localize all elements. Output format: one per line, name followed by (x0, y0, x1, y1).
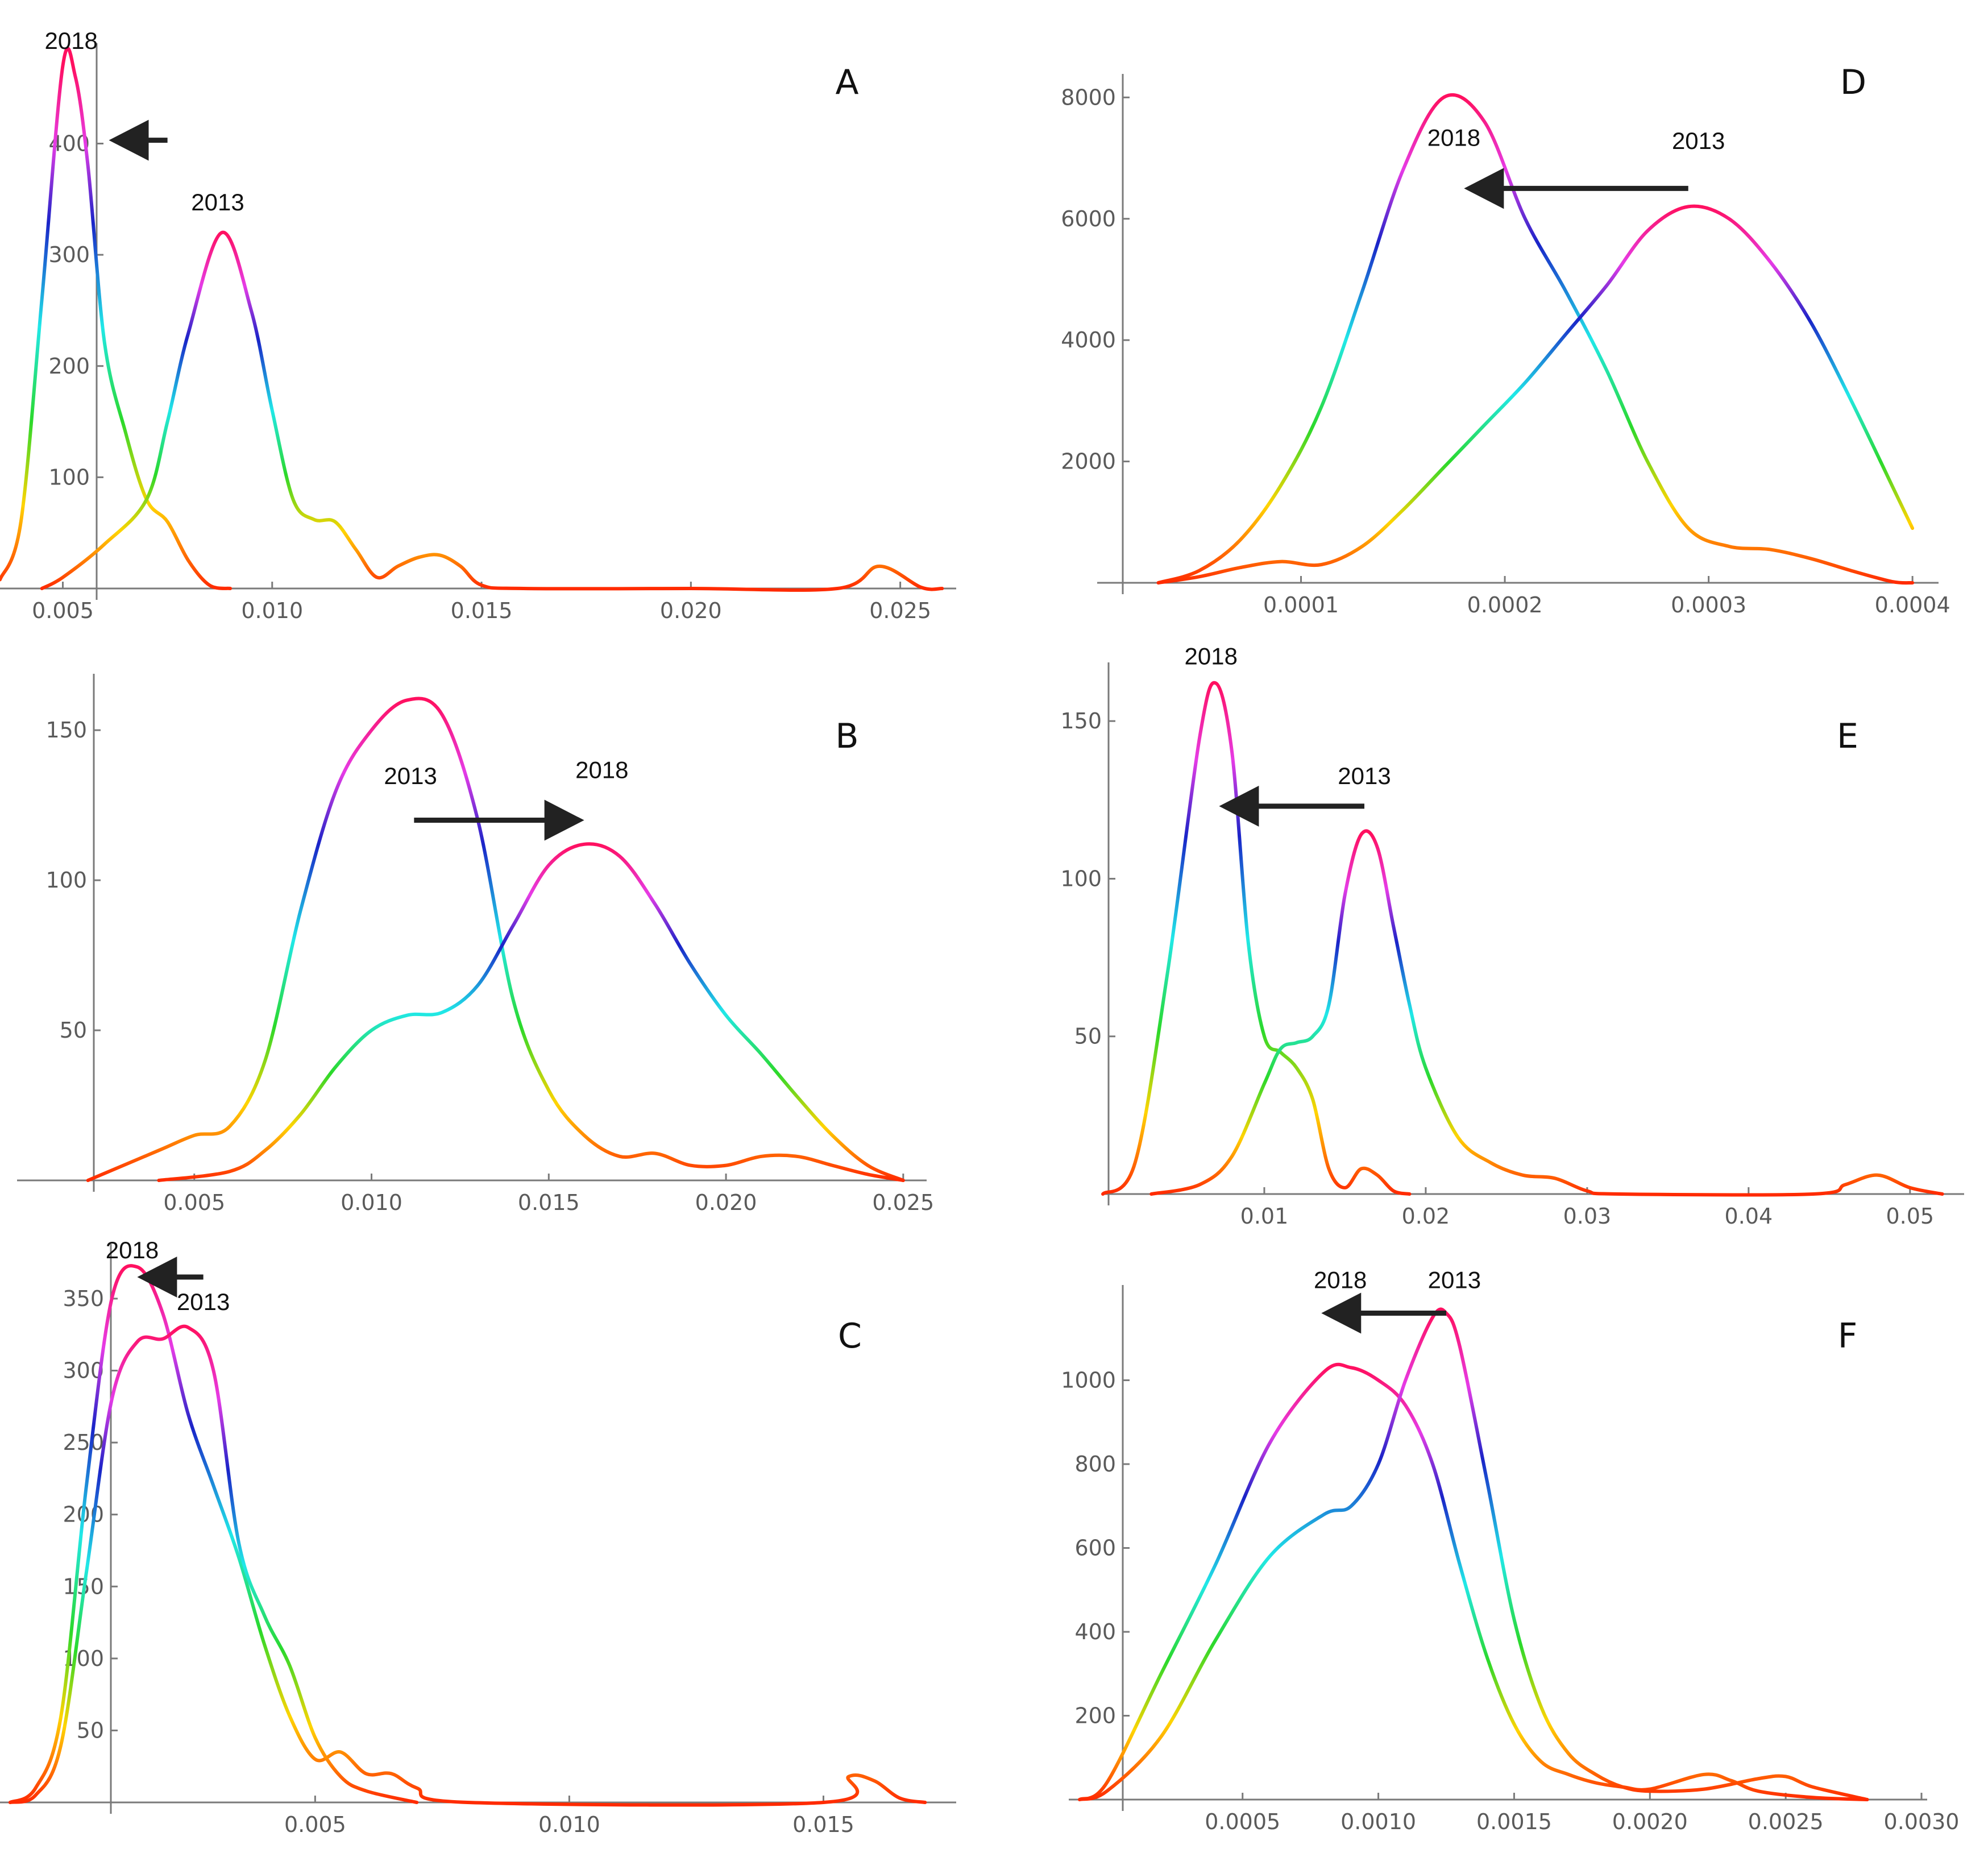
x-tick-label: 0.0003 (1671, 592, 1746, 617)
x-tick-label: 0.0020 (1612, 1809, 1688, 1834)
series-label-2018: 2018 (575, 757, 628, 784)
shift-arrow-head (1321, 1292, 1362, 1334)
series-label-2018: 2018 (1427, 125, 1480, 151)
density-curve-2018 (0, 47, 233, 590)
x-tick-label: 0.010 (538, 1812, 600, 1837)
x-tick-label: 0.015 (792, 1812, 854, 1837)
panel-d: 0.0001 0.0002 0.0003 0.0004 2000 4000 6000 8000… (1061, 63, 1950, 617)
x-tick-label: 0.010 (341, 1190, 402, 1215)
y-tick-label: 150 (1060, 708, 1102, 733)
y-tick-label: 600 (1074, 1536, 1116, 1561)
x-tick-label: 0.05 (1886, 1204, 1935, 1229)
density-curve-2018 (1078, 1362, 1869, 1801)
shift-arrow-head (1219, 785, 1259, 827)
x-tick-label: 0.0001 (1263, 592, 1339, 617)
panel-letter-d: D (1840, 63, 1866, 102)
y-tick-label: 2000 (1061, 449, 1116, 474)
series-label-2013: 2013 (384, 762, 437, 789)
y-tick-label: 4000 (1061, 328, 1116, 353)
x-tick-label: 0.005 (284, 1812, 346, 1837)
shift-arrow-head (109, 119, 149, 161)
x-tick-label: 0.02 (1402, 1204, 1450, 1229)
panel-letter-e: E (1837, 716, 1858, 756)
panel-b: 0.005 0.010 0.015 0.020 0.025 50 100 150 2013 201… (17, 674, 934, 1215)
y-tick-label: 200 (48, 354, 90, 379)
series-label-2018: 2018 (106, 1237, 159, 1263)
x-tick-label: 0.03 (1563, 1204, 1612, 1229)
x-tick-label: 0.015 (451, 598, 513, 623)
panel-f: 0.0005 0.0010 0.0015 0.0020 0.0025 0.0030 200 4… (1061, 1266, 1959, 1834)
panel-e: 0.01 0.02 0.03 0.04 0.05 50 100 150 2018 2013 E (1060, 643, 1964, 1229)
x-tick-label: 0.0010 (1340, 1809, 1416, 1834)
density-curve-2013 (1156, 204, 1915, 585)
density-curve-2013 (1149, 829, 1944, 1197)
panel-letter-f: F (1838, 1316, 1858, 1356)
series-label-2013: 2013 (1428, 1266, 1481, 1293)
y-tick-label: 300 (48, 242, 90, 267)
series-label-2013: 2013 (1338, 762, 1391, 789)
x-tick-label: 0.01 (1240, 1204, 1289, 1229)
density-curve-2018 (8, 1264, 927, 1807)
y-tick-label: 1000 (1061, 1368, 1116, 1393)
panel-c: 0.005 0.010 0.0155010015020025030035020182… (0, 1237, 956, 1837)
series-label-2018: 2018 (44, 27, 97, 54)
x-tick-label: 0.020 (695, 1190, 757, 1215)
density-curve-2018 (1156, 93, 1915, 585)
shift-arrow-head (544, 799, 584, 841)
panel-letter-b: B (835, 716, 858, 756)
density-curve-2013 (40, 230, 944, 592)
x-tick-label: 0.0015 (1476, 1809, 1552, 1834)
density-curve-2018 (157, 842, 905, 1182)
series-label-2013: 2013 (1672, 127, 1725, 154)
panel-a: 0.005 0.010 0.015 0.020 0.025100200300400201… (0, 27, 956, 623)
series-label-2018: 2018 (1185, 643, 1238, 669)
y-tick-label: 6000 (1061, 206, 1116, 231)
y-tick-label: 50 (77, 1718, 104, 1743)
density-curve-2018 (1101, 681, 1412, 1196)
density-curve-2013 (1078, 1307, 1869, 1801)
x-tick-label: 0.025 (872, 1190, 934, 1215)
x-tick-label: 0.0025 (1748, 1809, 1824, 1834)
density-curve-2013 (8, 1324, 419, 1804)
y-tick-label: 100 (48, 465, 90, 490)
panel-letter-c: C (838, 1316, 862, 1356)
x-tick-label: 0.020 (660, 598, 722, 623)
y-tick-label: 300 (63, 1358, 104, 1383)
x-tick-label: 0.0004 (1875, 592, 1950, 617)
x-tick-label: 0.0030 (1884, 1809, 1960, 1834)
y-tick-label: 800 (1074, 1452, 1116, 1477)
y-tick-label: 200 (1074, 1703, 1116, 1728)
series-label-2018: 2018 (1314, 1266, 1367, 1293)
y-tick-label: 100 (1060, 866, 1102, 891)
panel-letter-a: A (835, 63, 858, 102)
y-tick-label: 350 (63, 1286, 104, 1311)
y-tick-label: 50 (1074, 1024, 1102, 1049)
x-tick-label: 0.0005 (1205, 1809, 1280, 1834)
density-curve-2013 (86, 697, 905, 1182)
x-tick-label: 0.015 (518, 1190, 580, 1215)
y-tick-label: 100 (45, 868, 87, 893)
x-tick-label: 0.025 (869, 598, 931, 623)
y-tick-label: 8000 (1061, 85, 1116, 110)
y-tick-label: 250 (63, 1430, 104, 1455)
x-tick-label: 0.005 (32, 598, 94, 623)
shift-arrow-head (137, 1256, 177, 1298)
series-label-2013: 2013 (191, 189, 244, 215)
shift-arrow-head (1464, 168, 1504, 209)
x-tick-label: 0.005 (163, 1190, 225, 1215)
y-tick-label: 50 (60, 1018, 87, 1043)
x-tick-label: 0.04 (1725, 1204, 1773, 1229)
x-tick-label: 0.010 (241, 598, 303, 623)
y-tick-label: 150 (45, 718, 87, 743)
x-tick-label: 0.0002 (1467, 592, 1543, 617)
series-label-2013: 2013 (177, 1288, 230, 1315)
y-tick-label: 400 (1074, 1619, 1116, 1644)
